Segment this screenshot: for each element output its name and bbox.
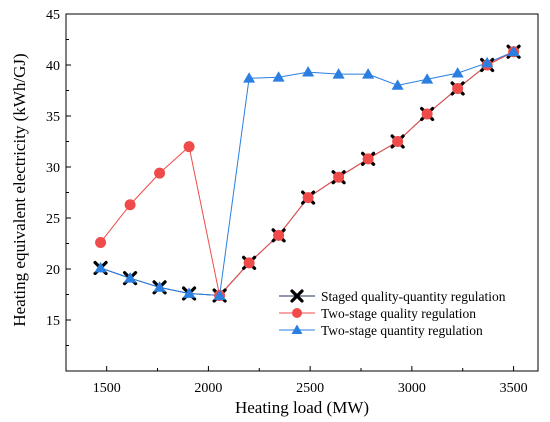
series-2-point bbox=[273, 229, 285, 241]
legend-label-2: Two-stage quality regulation bbox=[321, 306, 476, 321]
y-tick-label: 25 bbox=[46, 212, 60, 227]
series-2-point bbox=[362, 153, 374, 165]
legend-marker-1 bbox=[290, 289, 304, 303]
series-3-point bbox=[183, 287, 196, 298]
series-2-point bbox=[243, 257, 255, 269]
series-2-point bbox=[124, 199, 136, 211]
series-3-point bbox=[153, 281, 166, 292]
series-3-point bbox=[94, 261, 107, 273]
series-3-point bbox=[362, 68, 375, 79]
series-3-point bbox=[302, 66, 315, 77]
series-3-point bbox=[213, 289, 226, 300]
series-2-point bbox=[302, 192, 314, 204]
x-tick-label: 3000 bbox=[398, 381, 426, 396]
series-2-point bbox=[392, 136, 404, 147]
series-3-point bbox=[332, 68, 345, 79]
legend-marker-3 bbox=[291, 324, 303, 334]
y-tick-label: 20 bbox=[46, 263, 60, 278]
x-tick-label: 2500 bbox=[296, 381, 324, 396]
y-axis-title: Heating equivalent electricity (kWh/GJ) bbox=[10, 53, 29, 326]
y-tick-label: 15 bbox=[46, 314, 60, 329]
y-tick-label: 45 bbox=[46, 8, 60, 23]
x-tick-label: 2000 bbox=[194, 381, 222, 396]
y-tick-label: 40 bbox=[46, 59, 60, 74]
x-axis-title: Heating load (MW) bbox=[235, 398, 369, 417]
series-3-point bbox=[124, 272, 137, 283]
legend: Staged quality-quantity regulation Two-st… bbox=[279, 289, 506, 338]
series-3-point bbox=[391, 79, 404, 90]
y-tick-label: 30 bbox=[46, 161, 60, 176]
x-tick-label: 3500 bbox=[500, 381, 528, 396]
series-3-point bbox=[421, 73, 434, 84]
series-3-point bbox=[507, 45, 520, 57]
series-3-point bbox=[481, 56, 494, 68]
series-2-point bbox=[452, 82, 464, 94]
legend-label-3: Two-stage quantity regulation bbox=[321, 323, 483, 338]
series-2-point bbox=[95, 236, 107, 248]
series-3-point bbox=[451, 67, 464, 78]
y-tick-label: 35 bbox=[46, 110, 60, 125]
series-3-point bbox=[272, 71, 285, 82]
series-2-point bbox=[333, 171, 345, 183]
series-2-point bbox=[421, 108, 433, 120]
legend-marker-2 bbox=[292, 308, 302, 318]
series-3-point bbox=[243, 72, 256, 83]
series-2-point bbox=[154, 167, 166, 179]
series-2-point bbox=[183, 141, 195, 153]
x-tick-label: 1500 bbox=[93, 381, 121, 396]
legend-label-1: Staged quality-quantity regulation bbox=[321, 289, 506, 304]
